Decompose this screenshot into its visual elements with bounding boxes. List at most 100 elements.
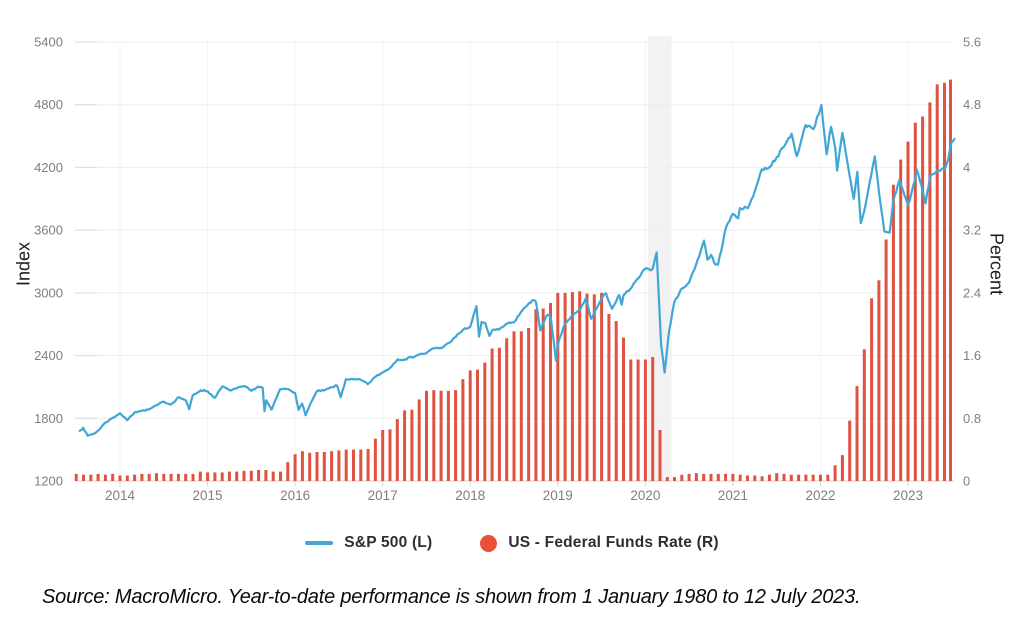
fed-funds-bar[interactable] <box>782 473 786 481</box>
fed-funds-bar[interactable] <box>884 239 888 482</box>
fed-funds-bar[interactable] <box>184 473 188 481</box>
fed-funds-bar[interactable] <box>877 280 881 481</box>
fed-funds-bar[interactable] <box>694 473 698 481</box>
fed-funds-bar[interactable] <box>366 448 370 481</box>
fed-funds-bar[interactable] <box>636 359 640 482</box>
fed-funds-bar[interactable] <box>899 159 903 481</box>
fed-funds-bar[interactable] <box>921 116 925 482</box>
fed-funds-bar[interactable] <box>541 308 545 482</box>
fed-funds-bar[interactable] <box>556 292 560 481</box>
fed-funds-bar[interactable] <box>103 474 107 481</box>
fed-funds-bar[interactable] <box>432 390 436 481</box>
fed-funds-bar[interactable] <box>622 337 625 482</box>
fed-funds-bar[interactable] <box>607 314 611 481</box>
fed-funds-bar[interactable] <box>476 369 479 481</box>
fed-funds-bar[interactable] <box>578 291 582 481</box>
fed-funds-bar[interactable] <box>592 294 596 481</box>
fed-funds-bar[interactable] <box>651 357 655 481</box>
fed-funds-bar[interactable] <box>410 409 414 481</box>
fed-funds-bar[interactable] <box>643 359 647 482</box>
fed-funds-bar[interactable] <box>286 462 290 481</box>
fed-funds-bar[interactable] <box>118 475 122 482</box>
fed-funds-bar[interactable] <box>308 452 312 481</box>
fed-funds-bar[interactable] <box>600 292 604 481</box>
fed-funds-bar[interactable] <box>322 452 326 481</box>
fed-funds-bar[interactable] <box>497 347 501 481</box>
fed-funds-bar[interactable] <box>709 473 713 481</box>
fed-funds-bar[interactable] <box>82 474 85 481</box>
fed-funds-bar[interactable] <box>862 349 866 481</box>
fed-funds-bar[interactable] <box>388 429 392 481</box>
fed-funds-bar[interactable] <box>490 348 494 482</box>
fed-funds-bar[interactable] <box>658 430 662 481</box>
fed-funds-bar[interactable] <box>315 452 319 481</box>
fed-funds-bar[interactable] <box>527 328 531 481</box>
fed-funds-bar[interactable] <box>213 472 217 481</box>
fed-funds-bar[interactable] <box>906 141 910 481</box>
fed-funds-bar[interactable] <box>242 470 246 481</box>
fed-funds-bar[interactable] <box>716 473 720 481</box>
fed-funds-bar[interactable] <box>220 472 224 481</box>
fed-funds-bar[interactable] <box>454 390 458 481</box>
fed-funds-bar[interactable] <box>870 298 874 481</box>
fed-funds-bar[interactable] <box>249 470 253 481</box>
fed-funds-bar[interactable] <box>293 454 297 481</box>
fed-funds-bar[interactable] <box>468 370 472 482</box>
fed-funds-bar[interactable] <box>935 84 939 482</box>
fed-funds-bar[interactable] <box>570 292 574 481</box>
sp500-line[interactable] <box>78 103 956 437</box>
fed-funds-bar[interactable] <box>147 473 151 481</box>
fed-funds-bar[interactable] <box>359 449 363 481</box>
fed-funds-bar[interactable] <box>840 455 844 481</box>
fed-funds-bar[interactable] <box>111 473 115 481</box>
fed-funds-bar[interactable] <box>833 465 837 481</box>
fed-funds-bar[interactable] <box>563 292 567 481</box>
fed-funds-bar[interactable] <box>373 438 377 481</box>
fed-funds-bar[interactable] <box>534 309 538 481</box>
fed-funds-bar[interactable] <box>133 474 137 481</box>
fed-funds-bar[interactable] <box>125 475 129 482</box>
fed-funds-bar[interactable] <box>96 473 100 481</box>
fed-funds-bar[interactable] <box>198 471 202 481</box>
fed-funds-bar[interactable] <box>789 474 793 481</box>
fed-funds-bar[interactable] <box>673 477 676 481</box>
fed-funds-bar[interactable] <box>381 430 385 481</box>
legend-item-fed-funds[interactable]: US - Federal Funds Rate (R) <box>480 534 719 552</box>
fed-funds-bar[interactable] <box>446 390 450 481</box>
fed-funds-bar[interactable] <box>140 473 144 481</box>
fed-funds-bar[interactable] <box>753 475 757 482</box>
fed-funds-bar[interactable] <box>191 473 195 481</box>
fed-funds-bar[interactable] <box>614 321 618 481</box>
fed-funds-bar[interactable] <box>855 386 859 481</box>
fed-funds-bar[interactable] <box>949 79 952 481</box>
fed-funds-bar[interactable] <box>257 470 261 481</box>
fed-funds-bar[interactable] <box>943 82 946 482</box>
fed-funds-bar[interactable] <box>439 390 443 481</box>
fed-funds-bar[interactable] <box>512 331 516 481</box>
fed-funds-bar[interactable] <box>811 474 815 481</box>
fed-funds-bar[interactable] <box>74 473 78 481</box>
fed-funds-bar[interactable] <box>227 471 231 481</box>
fed-funds-bar[interactable] <box>775 473 779 481</box>
fed-funds-bar[interactable] <box>89 474 93 481</box>
fed-funds-bar[interactable] <box>731 473 735 481</box>
fed-funds-bar[interactable] <box>417 399 421 482</box>
fed-funds-bar[interactable] <box>797 474 801 481</box>
fed-funds-bars[interactable] <box>74 79 952 482</box>
fed-funds-bar[interactable] <box>746 475 749 482</box>
fed-funds-bar[interactable] <box>505 338 509 481</box>
fed-funds-bar[interactable] <box>425 390 428 481</box>
fed-funds-bar[interactable] <box>395 419 399 481</box>
fed-funds-bar[interactable] <box>483 362 487 481</box>
fed-funds-bar[interactable] <box>279 471 282 481</box>
fed-funds-bar[interactable] <box>585 293 589 481</box>
fed-funds-bar[interactable] <box>206 472 210 481</box>
fed-funds-bar[interactable] <box>162 473 166 481</box>
fed-funds-bar[interactable] <box>819 474 822 481</box>
legend-item-sp500[interactable]: S&P 500 (L) <box>305 534 432 552</box>
fed-funds-bar[interactable] <box>724 473 728 481</box>
fed-funds-bar[interactable] <box>760 476 764 481</box>
fed-funds-bar[interactable] <box>913 122 917 481</box>
fed-funds-bar[interactable] <box>928 102 932 482</box>
fed-funds-bar[interactable] <box>519 331 523 481</box>
